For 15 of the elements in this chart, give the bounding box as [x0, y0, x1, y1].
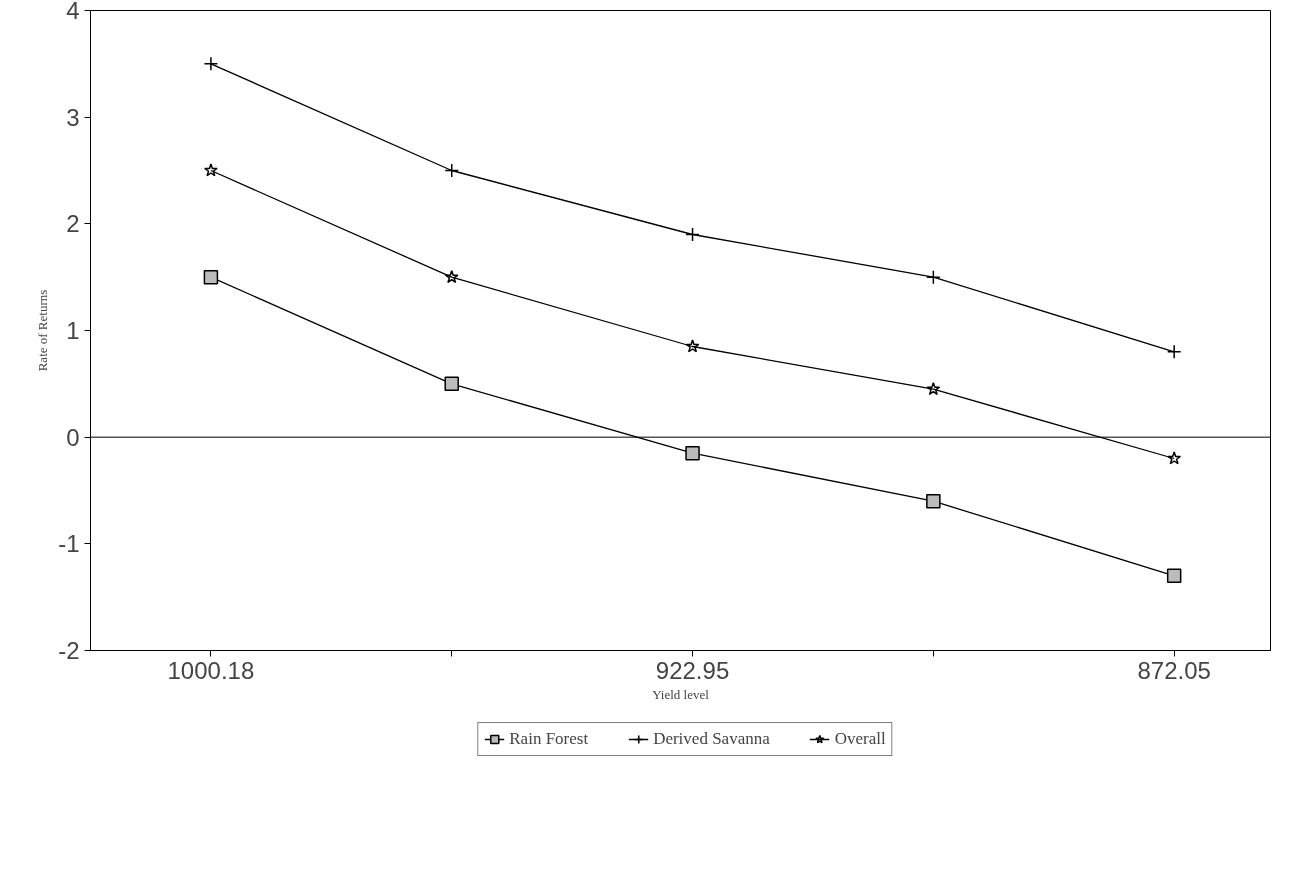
y-tick-label: 2	[66, 210, 80, 238]
x-axis-title: Yield level	[652, 686, 710, 702]
y-axis-title: Rate of Returns	[35, 289, 51, 372]
y-tick-label: -1	[58, 530, 80, 558]
legend-label: Derived Savanna	[653, 729, 770, 749]
x-tick-label: 1000.18	[167, 656, 255, 684]
y-tick-label: 0	[66, 423, 80, 451]
y-tick-label: 3	[66, 103, 80, 131]
legend-label: Rain Forest	[509, 729, 589, 749]
legend-label: Overall	[834, 729, 886, 749]
y-tick-label: 1	[66, 317, 80, 344]
y-tick-label: -2	[58, 637, 80, 664]
x-tick-label: 872.05	[1137, 656, 1211, 684]
y-tick-label: 4	[66, 0, 80, 24]
x-tick-label: 922.95	[655, 656, 730, 684]
